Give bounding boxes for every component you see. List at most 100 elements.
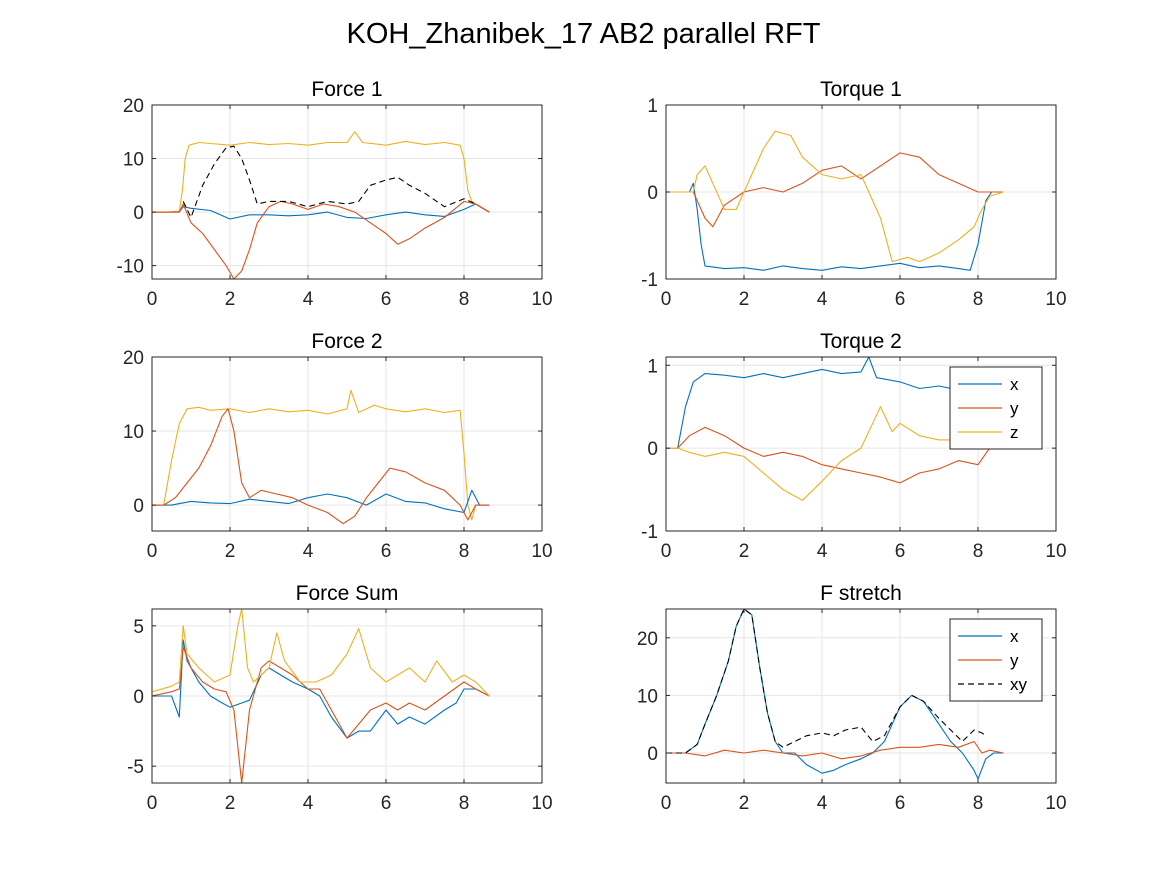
y-tick-label: 1 [647, 96, 658, 117]
series-line-y [666, 740, 1004, 760]
x-tick-label: 0 [661, 541, 672, 562]
series-line-z [152, 389, 490, 521]
subplot-title: Force 2 [311, 330, 382, 353]
series-line-y [666, 426, 1004, 484]
series-group [152, 609, 490, 783]
series-line-z [152, 131, 490, 213]
y-tick-label: 20 [123, 96, 144, 117]
series-line-x [666, 609, 1004, 780]
series-line-z [666, 130, 1004, 263]
x-tick-label: 8 [973, 793, 984, 814]
series-group [152, 389, 490, 525]
plot-area [152, 357, 542, 531]
x-tick-label: 4 [303, 289, 314, 310]
legend: xyz [949, 366, 1043, 450]
x-tick-label: 2 [225, 541, 236, 562]
y-tick-label: 1 [647, 356, 658, 377]
x-tick-label: 8 [973, 289, 984, 310]
series-line-x [152, 489, 490, 514]
series-group [666, 609, 1004, 780]
subplot-3: 0 2 4 6 8 10 0 10 20 Force 2 [123, 330, 553, 562]
subplot-6: 0 2 4 6 8 10 0 10 20 F stretch xy xy [637, 582, 1067, 814]
subplot-title: F stretch [820, 582, 902, 605]
legend-label-x: x [1010, 627, 1019, 646]
x-tick-label: 0 [147, 793, 158, 814]
x-tick-label: 10 [1045, 541, 1066, 562]
x-tick-label: 4 [303, 793, 314, 814]
series-line-y [152, 408, 490, 525]
legend-label-z: z [1010, 423, 1019, 442]
series-line-y [666, 152, 1004, 228]
x-tick-label: 6 [895, 793, 906, 814]
x-tick-label: 8 [459, 541, 470, 562]
y-tick-label: 20 [123, 348, 144, 369]
y-tick-label: 20 [637, 629, 658, 650]
x-tick-label: 2 [739, 793, 750, 814]
subplot-title: Torque 1 [820, 78, 902, 101]
legend-label-y: y [1010, 399, 1019, 418]
legend-label-xy: xy [1010, 675, 1028, 694]
y-tick-label: -1 [641, 270, 658, 291]
x-tick-label: 10 [1045, 289, 1066, 310]
x-tick-label: 4 [817, 793, 828, 814]
series-line-x [666, 357, 1004, 449]
series-line-x [152, 203, 490, 220]
x-tick-label: 6 [381, 793, 392, 814]
y-tick-label: 0 [647, 744, 658, 765]
subplot-title: Force 1 [311, 78, 382, 101]
subplot-title: Torque 2 [820, 330, 902, 353]
x-tick-label: 0 [147, 289, 158, 310]
x-tick-label: 2 [225, 289, 236, 310]
x-tick-label: 0 [147, 541, 158, 562]
series-line-x [152, 639, 490, 739]
y-tick-label: -5 [127, 757, 144, 778]
x-tick-label: 8 [459, 793, 470, 814]
x-tick-label: 4 [303, 541, 314, 562]
x-tick-label: 4 [817, 541, 828, 562]
x-tick-label: 6 [895, 541, 906, 562]
y-tick-label: 0 [133, 496, 144, 517]
series-group [666, 357, 1004, 501]
series-line-z [152, 609, 490, 697]
x-tick-label: 2 [739, 541, 750, 562]
axes-box [151, 356, 543, 532]
series-line-y [152, 200, 490, 279]
series-line-z [666, 406, 1004, 501]
x-tick-label: 10 [531, 289, 552, 310]
y-tick-label: -10 [117, 257, 144, 278]
y-tick-label: 0 [133, 687, 144, 708]
y-tick-label: 0 [647, 183, 658, 204]
y-tick-label: 10 [637, 686, 658, 707]
x-tick-label: 0 [661, 793, 672, 814]
x-tick-label: 2 [225, 793, 236, 814]
plot-area [152, 105, 542, 279]
x-tick-label: 10 [531, 793, 552, 814]
x-tick-label: 10 [1045, 793, 1066, 814]
subplot-title: Force Sum [296, 582, 399, 605]
series-line-y [152, 646, 490, 783]
y-tick-label: 0 [133, 203, 144, 224]
x-tick-label: 8 [973, 541, 984, 562]
series-group [152, 131, 490, 279]
legend: xy xy [949, 618, 1043, 702]
y-tick-label: 0 [647, 439, 658, 460]
x-tick-label: 6 [381, 541, 392, 562]
y-tick-label: 10 [123, 150, 144, 171]
axes-box [665, 608, 1057, 784]
figure-title: KOH_Zhanibek_17 AB2 parallel RFT [346, 18, 821, 50]
legend-label-y: y [1010, 651, 1019, 670]
x-tick-label: 4 [817, 289, 828, 310]
x-tick-label: 6 [381, 289, 392, 310]
x-tick-label: 8 [459, 289, 470, 310]
series-line-xy [666, 609, 987, 754]
y-tick-label: -1 [641, 522, 658, 543]
axes-box [665, 356, 1057, 532]
x-tick-label: 10 [531, 541, 552, 562]
axes-box [151, 104, 543, 280]
x-tick-label: 2 [739, 289, 750, 310]
x-tick-label: 6 [895, 289, 906, 310]
